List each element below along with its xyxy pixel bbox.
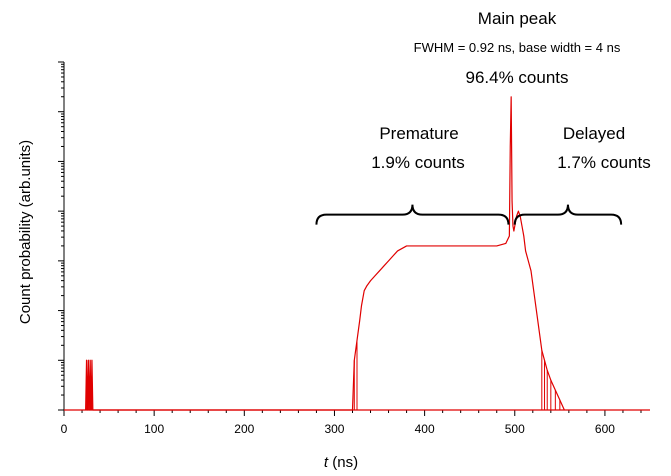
x-tick-label: 400 [415,422,435,436]
delayed-counts: 1.7% counts [557,153,651,172]
x-tick-label: 100 [144,422,164,436]
delayed-bracket [513,204,623,225]
x-tick-label: 0 [61,422,68,436]
premature-bracket [315,204,510,225]
x-axis-label: t (ns) [324,454,358,471]
x-tick-label: 600 [595,422,615,436]
main-peak-detail: FWHM = 0.92 ns, base width = 4 ns [414,40,621,55]
main-peak-counts: 96.4% counts [465,68,568,87]
ticks: 0 100 200 300 400 500 600 [58,61,642,436]
premature-counts: 1.9% counts [371,153,465,172]
x-tick-label: 500 [505,422,525,436]
x-axis-variable: t [324,454,329,471]
x-tick-label: 300 [324,422,344,436]
x-axis-unit: (ns) [328,454,358,471]
main-peak-title: Main peak [478,9,557,28]
premature-title: Premature [379,124,458,143]
series-layer [64,96,650,411]
y-axis-label: Count probability (arb.units) [17,140,34,324]
brackets-layer [315,204,623,225]
delayed-title: Delayed [563,124,625,143]
series-line [85,96,565,411]
x-tick-label: 200 [234,422,254,436]
